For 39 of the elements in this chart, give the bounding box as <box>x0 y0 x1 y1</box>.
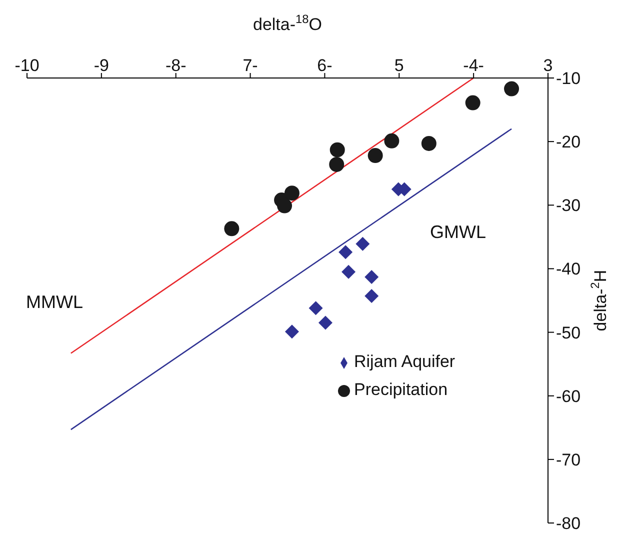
x-tick-label: -4- <box>463 56 484 75</box>
point <box>364 289 379 304</box>
y-tick-label: -20 <box>556 132 581 152</box>
y-tick-label: -30 <box>556 196 581 216</box>
x-tick-label: 5 <box>394 56 404 75</box>
x-axis-title: delta-$^{18}$O <box>253 12 322 34</box>
point <box>338 245 353 260</box>
annotation: MMWL <box>26 292 83 312</box>
point <box>224 221 240 236</box>
y-tick-label: -70 <box>556 450 581 470</box>
y-tick-label: -60 <box>556 386 581 406</box>
point <box>356 236 370 251</box>
y-tick-label: -40 <box>556 260 581 279</box>
point <box>364 270 379 284</box>
legend-label: Rijam Aquifer <box>354 352 456 371</box>
point <box>318 316 332 330</box>
y-tick-label: -10 <box>556 69 581 88</box>
x-tick-label: 3 <box>543 56 553 75</box>
x-tick-label: -8- <box>165 56 186 75</box>
point <box>342 264 356 279</box>
legend-label: Precipitation <box>354 380 448 399</box>
point <box>384 133 400 148</box>
point <box>421 136 436 151</box>
y-tick-label: -80 <box>556 514 581 533</box>
x-tick-label: -10 <box>14 56 40 75</box>
point <box>308 301 323 316</box>
x-tick-label: 6- <box>317 56 332 75</box>
x-tick-label: 7- <box>242 56 258 75</box>
annotation: GMWL <box>430 222 486 242</box>
point <box>284 324 299 339</box>
point <box>465 95 480 110</box>
point <box>329 156 344 172</box>
point <box>368 148 383 164</box>
point <box>330 142 345 158</box>
point <box>277 198 292 214</box>
point <box>284 186 300 201</box>
y-tick-label: -50 <box>556 323 581 342</box>
x-tick-label: -9 <box>94 56 109 75</box>
point <box>504 81 520 96</box>
